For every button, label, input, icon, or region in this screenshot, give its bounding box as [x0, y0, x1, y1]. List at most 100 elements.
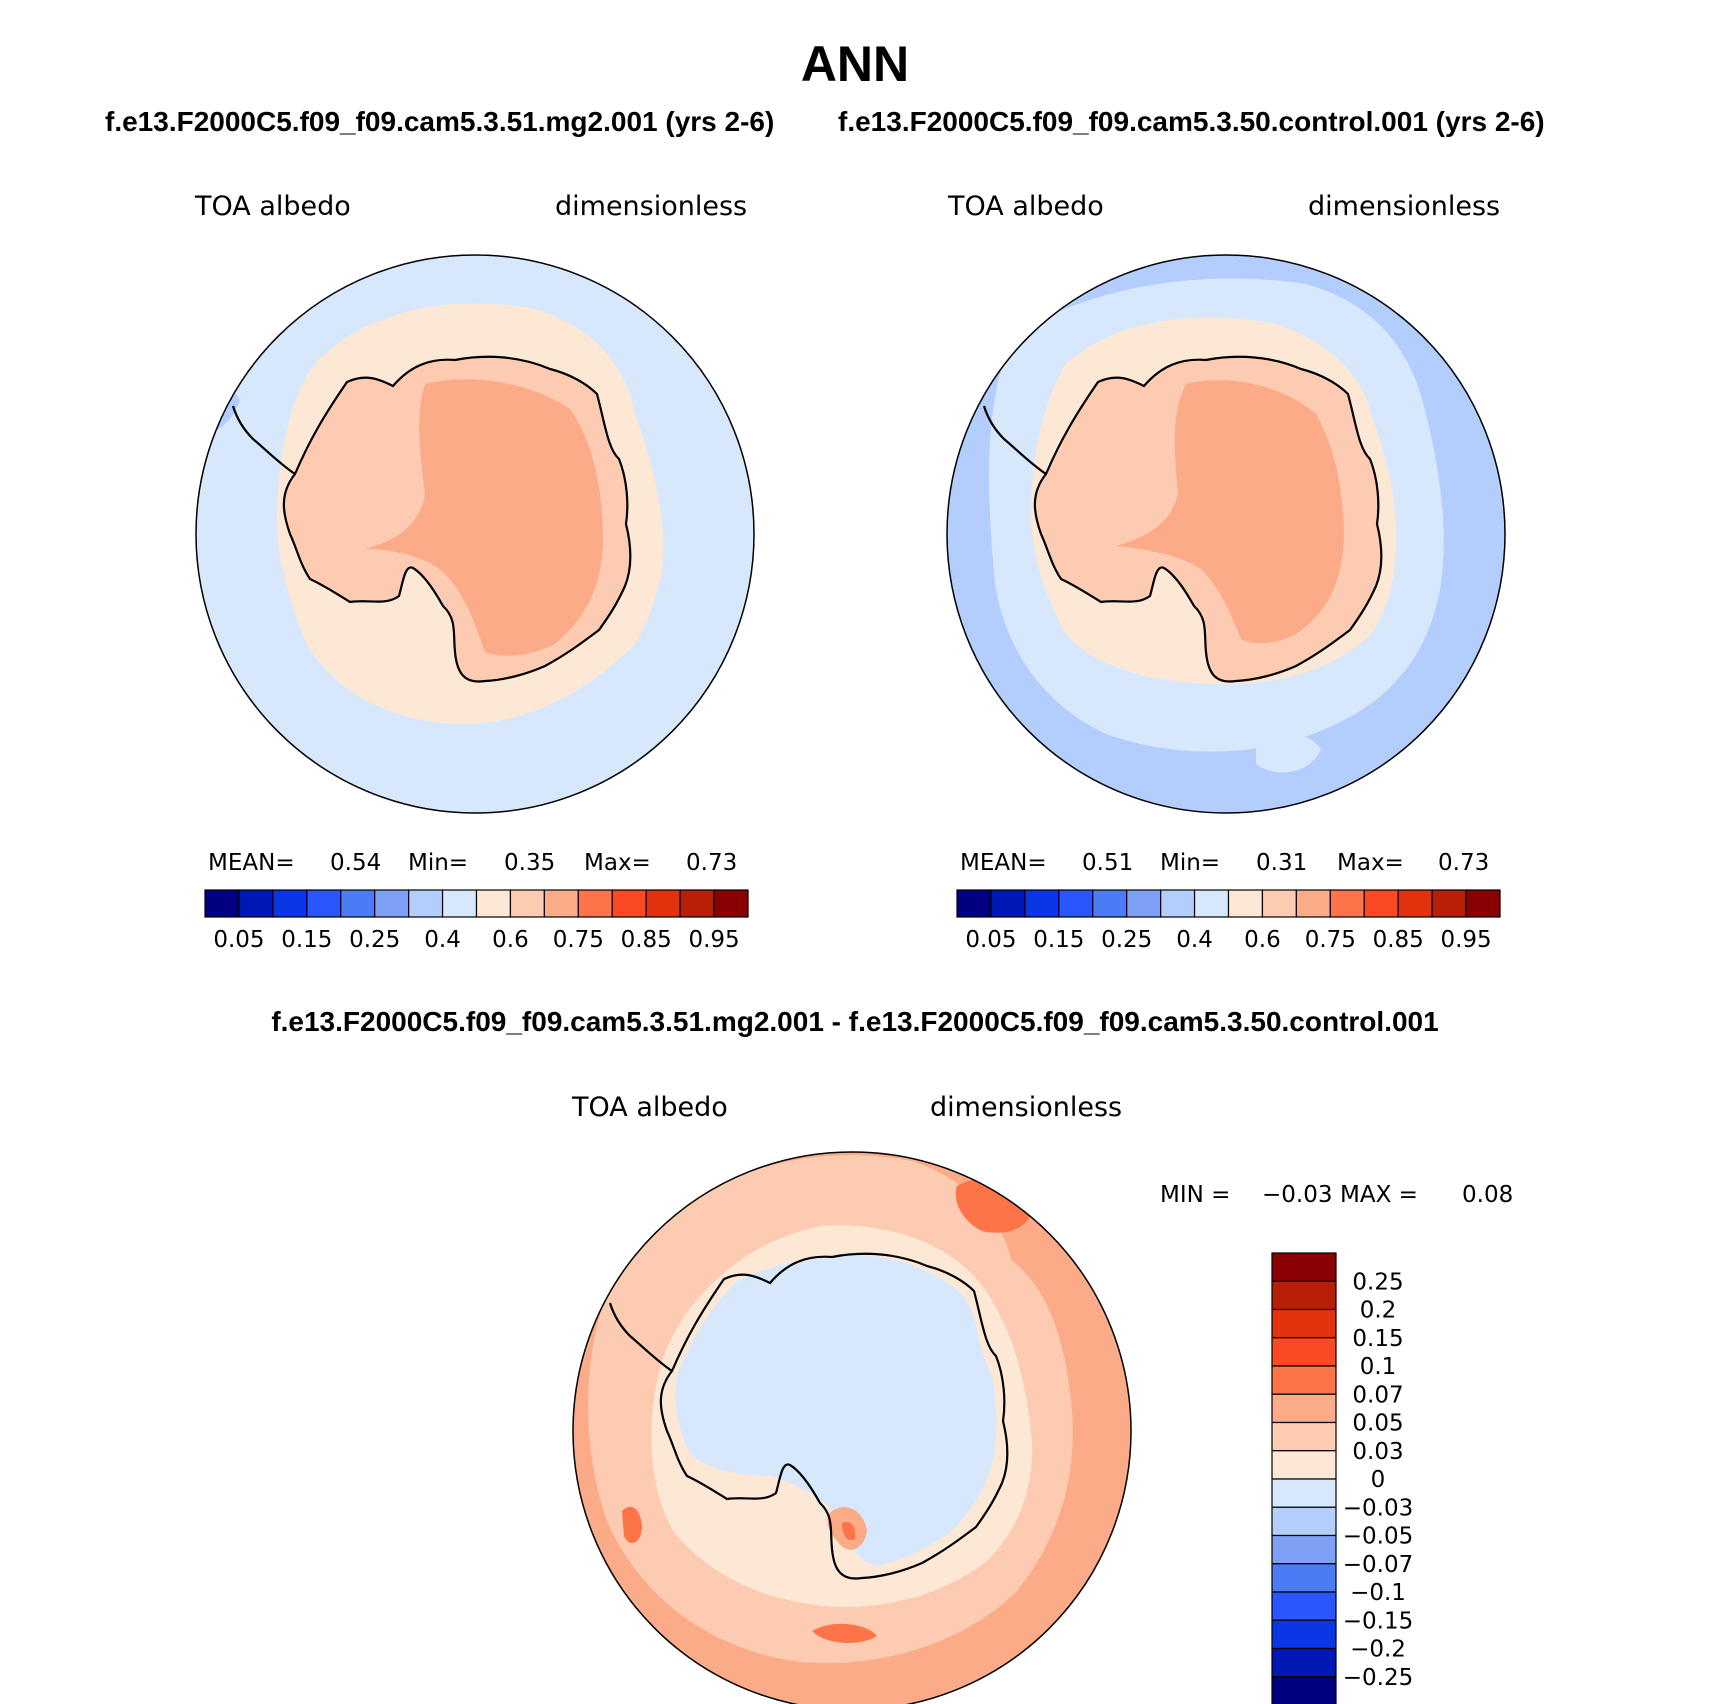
panel2-colorbar: 0.05 0.15 0.25 0.4 0.6 0.75 0.85 0.95: [956, 889, 1501, 953]
panel3-colorbar-tick-label: −0.2: [1350, 1637, 1406, 1663]
panel2-colorbar-swatch: [1465, 889, 1501, 918]
panel3-colorbar-tick-label: −0.1: [1350, 1580, 1406, 1606]
panel3-colorbar-tick-label: 0.2: [1360, 1298, 1397, 1324]
panel3-colorbar-swatch: [1271, 1619, 1337, 1650]
panel2-units-label: dimensionless: [1308, 191, 1501, 222]
panel3-colorbar-swatch: [1271, 1591, 1337, 1621]
panel2-map: [946, 254, 1506, 814]
diff-header: f.e13.F2000C5.f09_f09.cam5.3.51.mg2.001 …: [271, 1006, 1439, 1037]
panel1-units-label: dimensionless: [555, 191, 748, 222]
panel2-colorbar-tick-label: 0.4: [1176, 927, 1213, 953]
panel2-colorbar-tick-label: 0.85: [1373, 927, 1424, 953]
panel3-colorbar-swatch: [1271, 1393, 1337, 1424]
panel1-colorbar-tick-label: 0.4: [424, 927, 461, 953]
panel3-colorbar-tick-label: 0.25: [1352, 1269, 1403, 1295]
panel1-colorbar-swatch: [713, 889, 749, 918]
panel1-mean-value: 0.54: [330, 850, 382, 876]
panel3-colorbar-tick-label: −0.03: [1343, 1495, 1413, 1521]
panel3-colorbar-tick-label: −0.25: [1343, 1665, 1413, 1691]
panel3-max-label: MAX =: [1340, 1182, 1418, 1208]
panel2-colorbar-tick-label: 0.75: [1305, 927, 1356, 953]
panel2-colorbar-swatch: [1193, 889, 1230, 918]
panel2-colorbar-tick-label: 0.15: [1033, 927, 1084, 953]
panel1-colorbar-swatch: [441, 889, 478, 918]
panel2-colorbar-tick-label: 0.25: [1101, 927, 1152, 953]
panel1-colorbar-swatch: [340, 889, 376, 918]
panel1-colorbar-swatch: [509, 889, 545, 918]
panel1-min-label: Min=: [408, 850, 469, 876]
panel2-colorbar-tick-label: 0.95: [1440, 927, 1491, 953]
panel3-max-value: 0.08: [1462, 1182, 1514, 1208]
panel3-colorbar-tick-label: 0.05: [1352, 1411, 1403, 1437]
panel3-colorbar-swatch: [1271, 1421, 1337, 1452]
panel3-colorbar-tick-label: 0.15: [1352, 1326, 1403, 1352]
panel3-units-label: dimensionless: [930, 1092, 1123, 1123]
panel3-min-label: MIN =: [1160, 1182, 1231, 1208]
panel3-colorbar-swatch: [1271, 1563, 1337, 1593]
panel1-colorbar-tick-label: 0.95: [688, 927, 739, 953]
panel2-max-value: 0.73: [1438, 850, 1490, 876]
panel3-colorbar-swatch: [1271, 1450, 1337, 1480]
panel1-colorbar-swatch: [238, 889, 274, 918]
case2-header: f.e13.F2000C5.f09_f09.cam5.3.50.control.…: [838, 106, 1545, 137]
panel1-colorbar-swatch: [204, 889, 240, 918]
panel3-colorbar-tick-label: −0.05: [1343, 1524, 1413, 1550]
panel1-colorbar-tick-label: 0.75: [553, 927, 604, 953]
panel1-mean-label: MEAN=: [208, 850, 295, 876]
panel1-min-value: 0.35: [504, 850, 556, 876]
panel1-colorbar-swatch: [374, 889, 410, 918]
panel3-colorbar-swatch: [1271, 1676, 1337, 1704]
panel3-colorbar: 0.250.20.150.10.070.050.030−0.03−0.05−0.…: [1271, 1252, 1413, 1704]
panel1-colorbar-swatch: [543, 889, 579, 918]
panel1-max-value: 0.73: [686, 850, 738, 876]
panel1-colorbar-swatch: [577, 889, 613, 918]
panel2-mean-value: 0.51: [1082, 850, 1134, 876]
panel2-colorbar-swatch: [1160, 889, 1196, 918]
panel2-colorbar-tick-label: 0.05: [965, 927, 1016, 953]
panel2-colorbar-swatch: [1431, 889, 1467, 918]
panel3-colorbar-swatch: [1271, 1506, 1337, 1537]
panel1-colorbar-tick-label: 0.25: [349, 927, 400, 953]
panel3-colorbar-tick-label: 0.1: [1360, 1354, 1397, 1380]
panel2-colorbar-swatch: [1227, 889, 1264, 918]
main-title: ANN: [800, 36, 910, 92]
panel2-min-value: 0.31: [1256, 850, 1308, 876]
panel2-colorbar-tick-label: 0.6: [1244, 927, 1281, 953]
panel2-colorbar-swatch: [1363, 889, 1399, 918]
panel1-colorbar-tick-label: 0.05: [213, 927, 264, 953]
panel1-max-label: Max=: [584, 850, 651, 876]
panel2-max-label: Max=: [1337, 850, 1404, 876]
panel3-colorbar-tick-label: 0: [1371, 1467, 1386, 1493]
panel3-colorbar-swatch: [1271, 1337, 1337, 1367]
panel3-min-value: −0.03: [1262, 1182, 1333, 1208]
panel2-colorbar-swatch: [1397, 889, 1433, 918]
panel3-colorbar-swatch: [1271, 1252, 1337, 1282]
panel2-variable-label: TOA albedo: [948, 191, 1104, 222]
panel3-colorbar-swatch: [1271, 1478, 1337, 1508]
panel2-colorbar-swatch: [956, 889, 992, 918]
panel2-colorbar-swatch: [1024, 889, 1060, 918]
panel1-colorbar: 0.05 0.15 0.25 0.4 0.6 0.75 0.85 0.95: [204, 889, 749, 953]
panel1-map: [195, 254, 755, 814]
panel1-variable-label: TOA albedo: [195, 191, 351, 222]
panel3-colorbar-swatch: [1271, 1365, 1337, 1395]
panel1-colorbar-swatch: [272, 889, 308, 918]
panel3-colorbar-tick-label: 0.03: [1352, 1439, 1403, 1465]
panel1-colorbar-swatch: [611, 889, 647, 918]
panel3-colorbar-swatch: [1271, 1647, 1337, 1678]
panel1-colorbar-swatch: [679, 889, 715, 918]
panel1-colorbar-swatch: [645, 889, 681, 918]
panel3-variable-label: TOA albedo: [572, 1092, 728, 1123]
panel1-colorbar-swatch: [306, 889, 342, 918]
panel3-colorbar-tick-label: −0.15: [1343, 1608, 1413, 1634]
panel2-colorbar-swatch: [1058, 889, 1094, 918]
case1-header: f.e13.F2000C5.f09_f09.cam5.3.51.mg2.001 …: [105, 106, 775, 137]
panel2-min-label: Min=: [1160, 850, 1221, 876]
panel1-colorbar-tick-label: 0.15: [281, 927, 332, 953]
panel2-mean-label: MEAN=: [960, 850, 1047, 876]
panel3-colorbar-swatch: [1271, 1534, 1337, 1565]
panel1-colorbar-swatch: [408, 889, 444, 918]
panel1-colorbar-tick-label: 0.6: [492, 927, 529, 953]
panel2-colorbar-swatch: [1092, 889, 1128, 918]
